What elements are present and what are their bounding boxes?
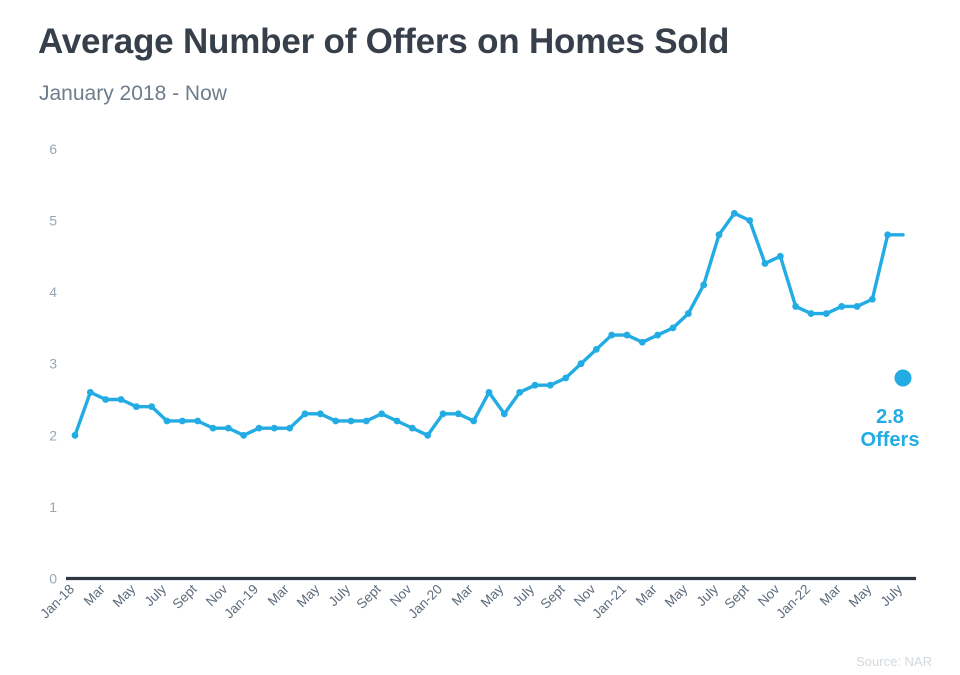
data-point-marker bbox=[592, 345, 600, 353]
x-axis-tick-label: Jan-19 bbox=[221, 582, 261, 622]
x-axis-tick-label: Mar bbox=[265, 581, 292, 608]
y-axis-tick-label: 2 bbox=[49, 427, 57, 443]
data-point-marker bbox=[270, 424, 278, 432]
x-axis-tick-label: Mar bbox=[817, 581, 844, 608]
x-axis-tick-label: Mar bbox=[633, 581, 660, 608]
data-point-marker bbox=[730, 209, 738, 217]
data-point-marker bbox=[608, 331, 616, 339]
x-axis-tick-label: May bbox=[110, 581, 139, 610]
data-point-marker bbox=[792, 303, 800, 310]
data-point-marker bbox=[562, 374, 570, 382]
x-axis-tick-label: Sept bbox=[722, 581, 752, 611]
data-point-marker bbox=[853, 303, 861, 310]
y-axis-tick-label: 1 bbox=[49, 499, 57, 515]
data-point-marker bbox=[378, 410, 386, 418]
series-markers bbox=[71, 209, 892, 439]
data-point-marker bbox=[807, 310, 815, 317]
data-point-marker bbox=[470, 417, 478, 425]
data-point-marker bbox=[224, 424, 232, 432]
x-axis-tick-label: July bbox=[510, 581, 538, 609]
x-axis-tick-label: July bbox=[142, 581, 170, 609]
x-axis-tick-label: Jan-22 bbox=[773, 582, 813, 622]
x-axis-tick-label: May bbox=[846, 581, 875, 610]
x-axis-tick-label: July bbox=[326, 581, 354, 609]
x-axis-tick-label: Sept bbox=[354, 581, 384, 611]
data-point-marker bbox=[500, 410, 508, 418]
data-point-marker bbox=[332, 417, 340, 425]
page-title: Average Number of Offers on Homes Sold bbox=[38, 22, 730, 61]
y-axis-tick-label: 0 bbox=[49, 571, 57, 587]
data-point-marker bbox=[408, 424, 416, 432]
data-point-marker bbox=[194, 417, 202, 425]
data-point-marker bbox=[102, 396, 110, 403]
data-point-marker bbox=[623, 331, 631, 339]
data-point-marker bbox=[700, 281, 708, 289]
x-axis-tick-label: Sept bbox=[170, 581, 200, 611]
y-axis-tick-label: 5 bbox=[49, 213, 57, 229]
data-point-marker bbox=[838, 303, 846, 310]
data-point-marker bbox=[163, 417, 171, 425]
x-axis-tick-label: Mar bbox=[81, 581, 108, 608]
x-axis-tick-label: Jan-20 bbox=[405, 582, 445, 622]
endpoint-marker bbox=[894, 369, 912, 387]
endpoint-unit-label: Offers bbox=[861, 429, 920, 451]
data-point-marker bbox=[209, 424, 217, 432]
y-axis-tick-label: 3 bbox=[49, 356, 57, 372]
data-point-marker bbox=[439, 410, 447, 418]
data-point-marker bbox=[240, 431, 248, 439]
data-point-marker bbox=[761, 260, 769, 267]
data-point-marker bbox=[715, 231, 723, 239]
y-axis-tick-label: 6 bbox=[49, 141, 57, 157]
data-point-marker bbox=[746, 217, 754, 224]
data-point-marker bbox=[516, 388, 524, 396]
data-point-marker bbox=[86, 388, 94, 396]
data-point-marker bbox=[347, 417, 355, 425]
data-point-marker bbox=[485, 388, 493, 396]
x-axis-tick-label: July bbox=[694, 581, 722, 609]
x-axis-tick-label: Sept bbox=[538, 581, 568, 611]
data-point-marker bbox=[868, 295, 876, 303]
x-axis-tick-label: Jan-18 bbox=[37, 582, 77, 622]
data-point-marker bbox=[424, 431, 432, 439]
data-point-marker bbox=[884, 231, 892, 239]
data-point-marker bbox=[654, 331, 662, 339]
x-axis-tick-label: May bbox=[294, 581, 323, 610]
data-point-marker bbox=[577, 360, 585, 368]
data-point-marker bbox=[822, 310, 830, 317]
data-point-marker bbox=[684, 310, 692, 317]
x-axis-tick-label: Jan-21 bbox=[589, 582, 629, 622]
y-axis-ticks: 0 1 2 3 4 5 6 bbox=[49, 141, 57, 587]
data-point-marker bbox=[286, 424, 294, 432]
data-point-marker bbox=[393, 417, 401, 425]
offers-series-line bbox=[73, 211, 905, 437]
data-point-marker bbox=[638, 338, 646, 346]
data-point-marker bbox=[316, 410, 324, 418]
chart-subtitle: January 2018 - Now bbox=[39, 82, 227, 105]
y-axis-tick-label: 4 bbox=[49, 284, 57, 300]
data-point-marker bbox=[178, 417, 186, 425]
data-point-marker bbox=[776, 252, 784, 260]
x-axis-tick-label: May bbox=[478, 581, 507, 610]
data-point-marker bbox=[255, 424, 263, 432]
data-point-marker bbox=[117, 396, 125, 403]
data-point-marker bbox=[546, 381, 554, 389]
data-point-marker bbox=[531, 381, 539, 389]
x-axis-tick-label: Mar bbox=[449, 581, 476, 608]
x-axis-tick-label: July bbox=[878, 581, 906, 609]
data-point-marker bbox=[669, 324, 677, 332]
endpoint-value-label: 2.8 bbox=[876, 406, 904, 428]
data-point-marker bbox=[362, 417, 370, 425]
data-point-marker bbox=[132, 403, 140, 411]
data-point-marker bbox=[301, 410, 309, 418]
data-point-marker bbox=[148, 403, 156, 411]
data-point-marker bbox=[71, 431, 79, 439]
x-axis-tick-label: May bbox=[662, 581, 691, 610]
data-point-marker bbox=[454, 410, 462, 418]
source-attribution: Source: NAR bbox=[856, 654, 932, 669]
